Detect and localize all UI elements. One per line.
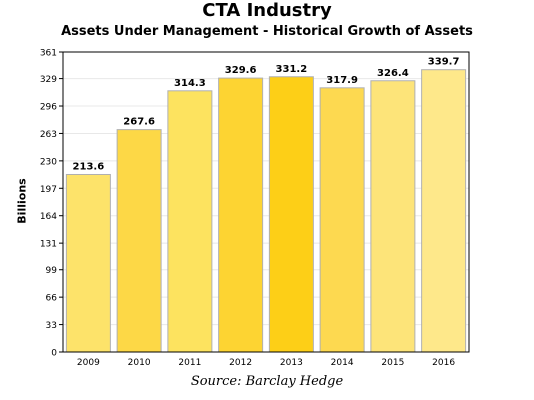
- x-axis-ticks: 2009 2010 2011 2012 2013 2014 2015 2016: [77, 358, 455, 368]
- x-tick-label: 2016: [432, 358, 455, 368]
- y-axis-ticks: 0 33 66 99 131 164 197 230 263 296 329 361: [40, 49, 63, 359]
- x-tick-label: 2013: [280, 358, 303, 368]
- y-tick-label: 0: [51, 349, 57, 359]
- bar-2012: [218, 77, 264, 353]
- bar-2013: [268, 76, 314, 353]
- source-note: Source: Barclay Hedge: [190, 374, 344, 389]
- bar-value-label: 314.3: [174, 78, 206, 89]
- bar-value-label: 267.6: [123, 117, 155, 128]
- bar-2011: [167, 90, 213, 353]
- y-tick-label: 361: [40, 49, 57, 59]
- bar-value-label: 339.7: [428, 57, 460, 68]
- y-tick-label: 230: [40, 157, 57, 167]
- bar-2015: [370, 80, 416, 353]
- y-tick-label: 329: [40, 75, 57, 85]
- bar-value-label: 326.4: [377, 68, 409, 79]
- bar-value-label: 329.6: [225, 65, 257, 76]
- chart-subtitle: Assets Under Management - Historical Gro…: [61, 24, 473, 39]
- x-tick-label: 2014: [331, 358, 354, 368]
- bar-2016: [421, 69, 467, 353]
- y-tick-label: 66: [46, 294, 58, 304]
- y-tick-label: 164: [40, 212, 57, 222]
- bar-value-label: 331.2: [276, 64, 308, 75]
- y-tick-label: 33: [46, 321, 57, 331]
- x-tick-label: 2009: [77, 358, 100, 368]
- bar-value-label: 317.9: [326, 75, 358, 86]
- y-tick-label: 99: [46, 266, 58, 276]
- y-tick-label: 263: [40, 130, 57, 140]
- plot-frame: [62, 51, 470, 353]
- bar-2009: [65, 173, 111, 353]
- y-tick-label: 131: [40, 240, 57, 250]
- x-tick-label: 2015: [381, 358, 404, 368]
- chart-title: CTA Industry: [202, 0, 332, 21]
- bar-value-labels: 213.6 267.6 314.3 329.6 331.2 317.9 326.4 339.7: [73, 57, 460, 173]
- bars: [65, 69, 467, 353]
- x-tick-label: 2011: [178, 358, 201, 368]
- x-tick-label: 2012: [229, 358, 252, 368]
- x-tick-label: 2010: [128, 358, 151, 368]
- bar-2010: [116, 129, 162, 353]
- bar-2014: [319, 87, 365, 353]
- bar-value-label: 213.6: [73, 161, 105, 172]
- y-tick-label: 197: [40, 185, 57, 195]
- y-tick-label: 296: [40, 103, 57, 113]
